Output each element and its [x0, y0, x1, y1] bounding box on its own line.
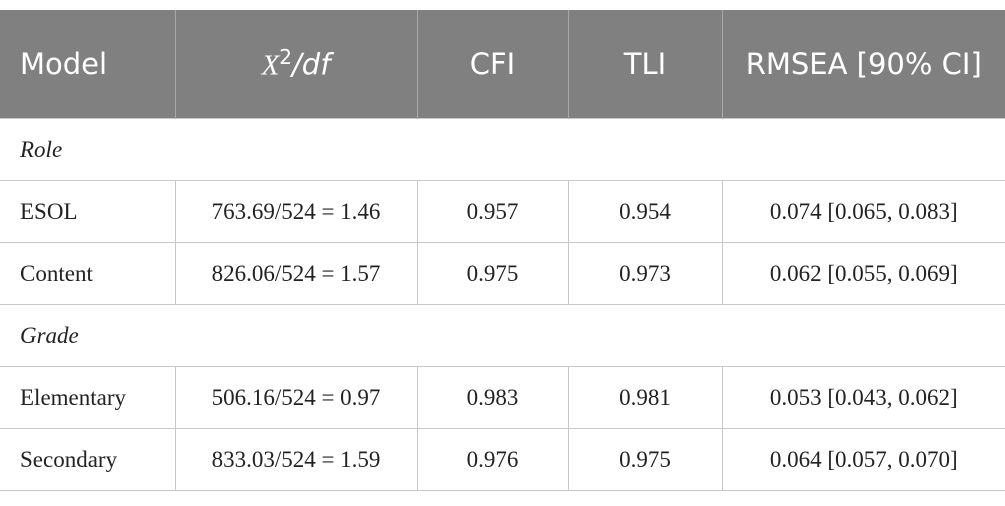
header-row: Model X2/df CFI TLI RMSEA [90% CI]	[0, 10, 1005, 119]
section-row: Role	[0, 118, 1005, 181]
header-cell: Model	[0, 10, 175, 119]
value-cell: 0.973	[567, 242, 723, 305]
value-cell: 506.16/524 = 0.97	[174, 366, 418, 429]
value-cell: 0.983	[416, 366, 569, 429]
value-cell: 0.975	[567, 428, 723, 491]
data-row: ESOL 763.69/524 = 1.46 0.957 0.954 0.074 [0.…	[0, 180, 1005, 243]
header-cell: RMSEA [90% CI]	[721, 10, 1005, 119]
value-cell: 763.69/524 = 1.46	[174, 180, 418, 243]
value-cell: 0.062 [0.055, 0.069]	[721, 242, 1005, 305]
header-base: X	[261, 49, 280, 82]
model-cell: Elementary	[0, 366, 176, 429]
model-cell: Content	[0, 242, 176, 305]
value-cell: 0.064 [0.057, 0.070]	[721, 428, 1005, 491]
value-cell: 0.074 [0.065, 0.083]	[721, 180, 1005, 243]
model-cell: Secondary	[0, 428, 176, 491]
value-cell: 0.954	[567, 180, 723, 243]
value-cell: 833.03/524 = 1.59	[174, 428, 418, 491]
model-cell: ESOL	[0, 180, 176, 243]
value-cell: 0.981	[567, 366, 723, 429]
header-sup: 2	[279, 44, 293, 69]
section-label: Role	[0, 118, 1005, 181]
header-cell: CFI	[416, 10, 568, 119]
value-cell: 0.053 [0.043, 0.062]	[721, 366, 1005, 429]
table-body: Role ESOL 763.69/524 = 1.46 0.957 0.954 0.074…	[0, 118, 1005, 491]
header-cell: TLI	[567, 10, 722, 119]
value-cell: 0.957	[416, 180, 569, 243]
data-row: Elementary 506.16/524 = 0.97 0.983 0.981 0.0…	[0, 366, 1005, 429]
data-row: Secondary 833.03/524 = 1.59 0.976 0.975 0.06…	[0, 428, 1005, 491]
value-cell: 0.976	[416, 428, 569, 491]
fit-table: Model X2/df CFI TLI RMSEA [90% CI] Role ESOL 7…	[0, 10, 1005, 491]
header-cell: X2/df	[174, 10, 417, 119]
section-row: Grade	[0, 304, 1005, 367]
data-row: Content 826.06/524 = 1.57 0.975 0.973 0.062 …	[0, 242, 1005, 305]
value-cell: 0.975	[416, 242, 569, 305]
header-rest: /df	[292, 47, 331, 82]
value-cell: 826.06/524 = 1.57	[174, 242, 418, 305]
section-label: Grade	[0, 304, 1005, 367]
table-head: Model X2/df CFI TLI RMSEA [90% CI]	[0, 10, 1005, 119]
